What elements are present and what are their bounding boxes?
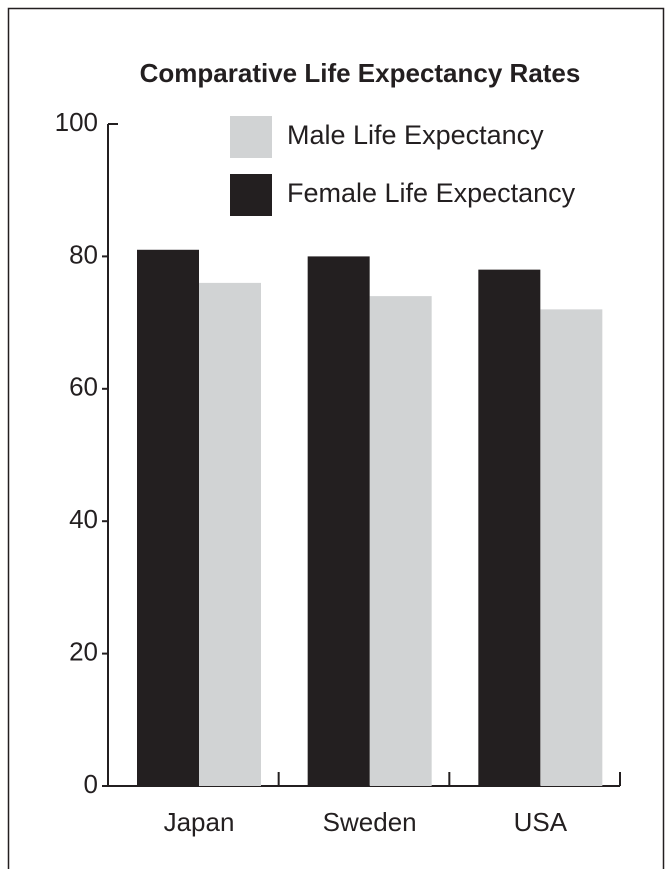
bar — [369, 296, 432, 786]
y-tick-label: 0 — [84, 769, 98, 799]
bar — [137, 249, 199, 786]
frame — [7, 7, 665, 869]
y-tick-label: 40 — [69, 504, 98, 534]
y-tick-label: 20 — [69, 636, 98, 666]
legend-swatch — [230, 116, 272, 158]
y-tick-label: 80 — [69, 239, 98, 269]
x-tick-label: Sweden — [323, 807, 417, 837]
bar — [307, 256, 370, 786]
bar — [199, 282, 261, 786]
bar — [540, 309, 603, 786]
x-tick-label: USA — [514, 807, 568, 837]
legend-label: Female Life Expectancy — [287, 178, 576, 208]
legend-label: Male Life Expectancy — [287, 120, 544, 150]
bar — [478, 269, 541, 786]
chart-title: Comparative Life Expectancy Rates — [140, 58, 581, 88]
y-tick-label: 100 — [55, 107, 98, 137]
y-tick-label: 60 — [69, 372, 98, 402]
x-tick-label: Japan — [164, 807, 235, 837]
legend-swatch — [230, 174, 272, 216]
